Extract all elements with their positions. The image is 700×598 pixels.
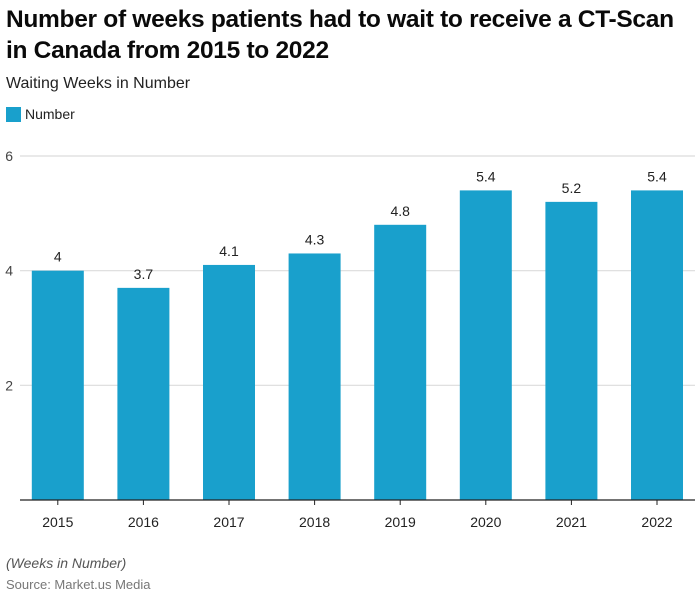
data-label: 4.1	[219, 243, 239, 259]
data-label: 4	[54, 249, 62, 265]
bar	[631, 190, 683, 500]
y-tick-label: 2	[5, 377, 13, 393]
data-label: 5.2	[562, 180, 582, 196]
x-tick-label: 2021	[556, 514, 587, 530]
x-tick-label: 2017	[213, 514, 244, 530]
bar	[374, 224, 427, 501]
bar	[288, 253, 341, 500]
bar	[203, 264, 255, 500]
bar	[459, 190, 512, 500]
data-label: 4.3	[305, 231, 325, 247]
y-tick-label: 6	[5, 148, 13, 164]
legend-label-number: Number	[25, 106, 75, 122]
x-tick-label: 2022	[641, 514, 672, 530]
chart-subtitle: Waiting Weeks in Number	[6, 75, 191, 92]
data-label: 4.8	[390, 203, 410, 219]
x-tick-label: 2016	[128, 514, 159, 530]
data-label: 5.4	[647, 168, 667, 184]
bar	[545, 201, 598, 500]
legend-swatch-number	[6, 106, 21, 122]
data-label: 3.7	[134, 266, 154, 282]
chart-source: Source: Market.us Media	[6, 577, 151, 592]
data-label: 5.4	[476, 168, 496, 184]
y-tick-label: 4	[5, 263, 13, 279]
x-tick-label: 2015	[42, 514, 73, 530]
x-tick-label: 2020	[470, 514, 501, 530]
bar	[117, 287, 170, 500]
bar	[31, 270, 84, 500]
legend: Number	[6, 106, 75, 122]
x-tick-label: 2018	[299, 514, 330, 530]
chart-title: Number of weeks patients had to wait to …	[6, 6, 674, 64]
chart-note: (Weeks in Number)	[6, 555, 127, 571]
x-tick-label: 2019	[385, 514, 416, 530]
